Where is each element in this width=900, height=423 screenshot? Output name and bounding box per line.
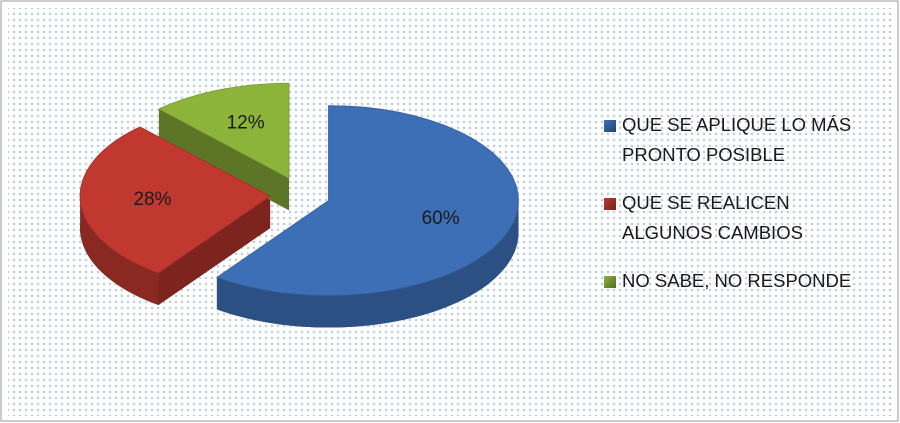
legend-swatch [604, 276, 616, 288]
slice-side [80, 196, 159, 305]
legend: QUE SE APLIQUE LO MÁS PRONTO POSIBLE QUE … [600, 110, 895, 314]
legend-swatch [604, 120, 616, 132]
slice [158, 82, 290, 179]
legend-item: QUE SE REALICEN ALGUNOS CAMBIOS [600, 188, 872, 248]
data-label: 28% [133, 189, 171, 210]
data-label: 60% [422, 208, 460, 229]
slice-side [216, 200, 519, 328]
slice [79, 126, 271, 274]
legend-label: NO SABE, NO RESPONDE [622, 270, 852, 291]
pie: 60% 28% 12% [79, 82, 519, 328]
legend-label: QUE SE APLIQUE LO MÁS PRONTO POSIBLE [622, 114, 852, 165]
legend-swatch [604, 198, 616, 210]
data-label: 12% [227, 113, 265, 134]
legend-label: QUE SE REALICEN ALGUNOS CAMBIOS [622, 192, 803, 243]
legend-item: NO SABE, NO RESPONDE [600, 266, 900, 296]
slice-wall [158, 196, 271, 305]
slice [216, 105, 519, 296]
slice-wall [158, 109, 289, 211]
legend-item: QUE SE APLIQUE LO MÁS PRONTO POSIBLE [600, 110, 872, 170]
